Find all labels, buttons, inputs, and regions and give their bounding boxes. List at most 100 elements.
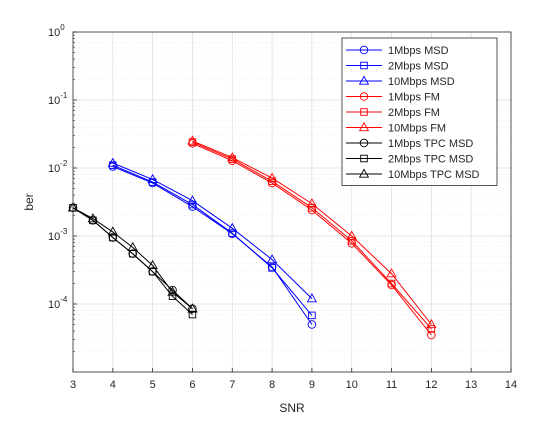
- y-tick-label: 10-4: [48, 295, 68, 311]
- legend-item[interactable]: 1Mbps TPC MSD: [346, 138, 473, 150]
- legend-item[interactable]: 1Mbps FM: [346, 92, 440, 104]
- legend-label: 10Mbps TPC MSD: [388, 169, 480, 181]
- data-point: [306, 293, 318, 303]
- legend-label: 1Mbps MSD: [388, 45, 449, 57]
- data-point: [427, 325, 436, 333]
- series-line: [72, 207, 193, 310]
- y-tick-exponent: -4: [60, 295, 68, 304]
- x-tick-label: 7: [229, 379, 235, 391]
- data-point: [109, 233, 117, 242]
- legend-marker: [358, 75, 370, 85]
- data-point: [87, 213, 99, 223]
- data-point: [228, 229, 237, 237]
- x-tick-label: 9: [309, 379, 315, 391]
- x-tick-label: 4: [110, 379, 116, 391]
- legend-label: 2Mbps MSD: [388, 61, 449, 73]
- legend-item[interactable]: 10Mbps TPC MSD: [346, 168, 480, 181]
- legend-label: 2Mbps FM: [388, 107, 440, 119]
- axes-box: [72, 31, 512, 373]
- y-tick-label: 10-1: [48, 91, 68, 107]
- legend-marker: [359, 45, 369, 55]
- data-point: [107, 157, 118, 167]
- x-tick-label: 8: [269, 379, 275, 391]
- legend-item[interactable]: 2Mbps FM: [346, 107, 440, 119]
- data-point: [267, 178, 277, 188]
- series-10mbps-fm: [187, 135, 437, 329]
- data-point: [127, 241, 138, 252]
- data-point: [168, 285, 177, 295]
- data-point: [427, 330, 436, 340]
- series-line: [72, 207, 193, 315]
- x-tick-label: 3: [70, 379, 76, 391]
- series-line: [112, 162, 313, 299]
- y-tick-exponent: -1: [60, 91, 68, 100]
- data-point: [147, 259, 158, 270]
- legend-label: 2Mbps TPC MSD: [388, 154, 473, 166]
- series-line: [112, 164, 313, 316]
- legend[interactable]: 1Mbps MSD 2Mbps MSD 10Mbps MSD 1Mbps FM 2Mbp…: [341, 37, 498, 186]
- legend-item[interactable]: 2Mbps TPC MSD: [346, 154, 473, 166]
- y-tick-exponent: -3: [60, 227, 68, 236]
- data-point: [386, 268, 397, 278]
- x-tick-label: 5: [150, 379, 156, 391]
- data-point: [346, 230, 357, 240]
- y-tick-base: 10: [48, 231, 60, 243]
- y-axis-label: ber: [22, 193, 36, 210]
- y-tick-base: 10: [48, 95, 60, 107]
- data-point: [266, 254, 278, 264]
- x-tick-label: 12: [425, 379, 437, 391]
- y-tick-label: 100: [48, 23, 65, 39]
- legend-marker: [358, 168, 370, 178]
- data-point: [188, 202, 197, 211]
- x-tick-label: 10: [346, 379, 358, 391]
- legend-marker: [359, 92, 369, 101]
- legend-label: 10Mbps MSD: [388, 76, 455, 88]
- legend-marker: [360, 61, 368, 70]
- legend-label: 1Mbps TPC MSD: [388, 138, 473, 150]
- x-tick-label: 6: [189, 379, 195, 391]
- y-tick-exponent: 0: [60, 23, 65, 32]
- data-point: [227, 222, 238, 232]
- legend-item[interactable]: 10Mbps FM: [346, 121, 446, 135]
- y-tick-exponent: -2: [60, 159, 68, 168]
- data-point: [308, 311, 316, 320]
- data-point: [307, 320, 317, 329]
- legend-marker: [359, 138, 369, 148]
- y-tick-base: 10: [48, 27, 60, 39]
- data-point: [148, 178, 157, 186]
- y-tick-base: 10: [48, 163, 60, 175]
- data-point: [387, 279, 396, 288]
- data-point: [147, 173, 158, 184]
- data-point: [128, 249, 137, 258]
- data-point: [108, 233, 118, 242]
- data-point: [266, 172, 278, 182]
- series-line: [192, 141, 432, 330]
- legend-label: 1Mbps FM: [388, 92, 440, 104]
- x-tick-label: 11: [386, 379, 397, 391]
- y-tick-label: 10-3: [48, 227, 68, 243]
- data-point: [347, 237, 356, 245]
- data-point: [227, 152, 238, 162]
- legend-label: 10Mbps FM: [388, 123, 446, 135]
- series-2mbps-msd: [109, 161, 316, 320]
- data-point: [268, 264, 276, 272]
- legend-item[interactable]: 1Mbps MSD: [346, 45, 449, 57]
- legend-item[interactable]: 10Mbps MSD: [346, 75, 455, 88]
- data-point: [168, 292, 177, 301]
- data-point: [426, 318, 437, 329]
- x-axis-label: SNR: [279, 401, 305, 415]
- legend-item[interactable]: 2Mbps MSD: [346, 61, 449, 73]
- x-tick-label: 14: [505, 379, 517, 391]
- data-point: [387, 280, 396, 290]
- data-point: [306, 198, 318, 208]
- legend-marker: [358, 121, 370, 132]
- series-10mbps-msd: [107, 157, 318, 303]
- data-point: [187, 195, 198, 205]
- data-point: [148, 267, 157, 276]
- data-point: [187, 135, 198, 145]
- x-tick-label: 13: [465, 379, 477, 391]
- data-point: [308, 204, 316, 212]
